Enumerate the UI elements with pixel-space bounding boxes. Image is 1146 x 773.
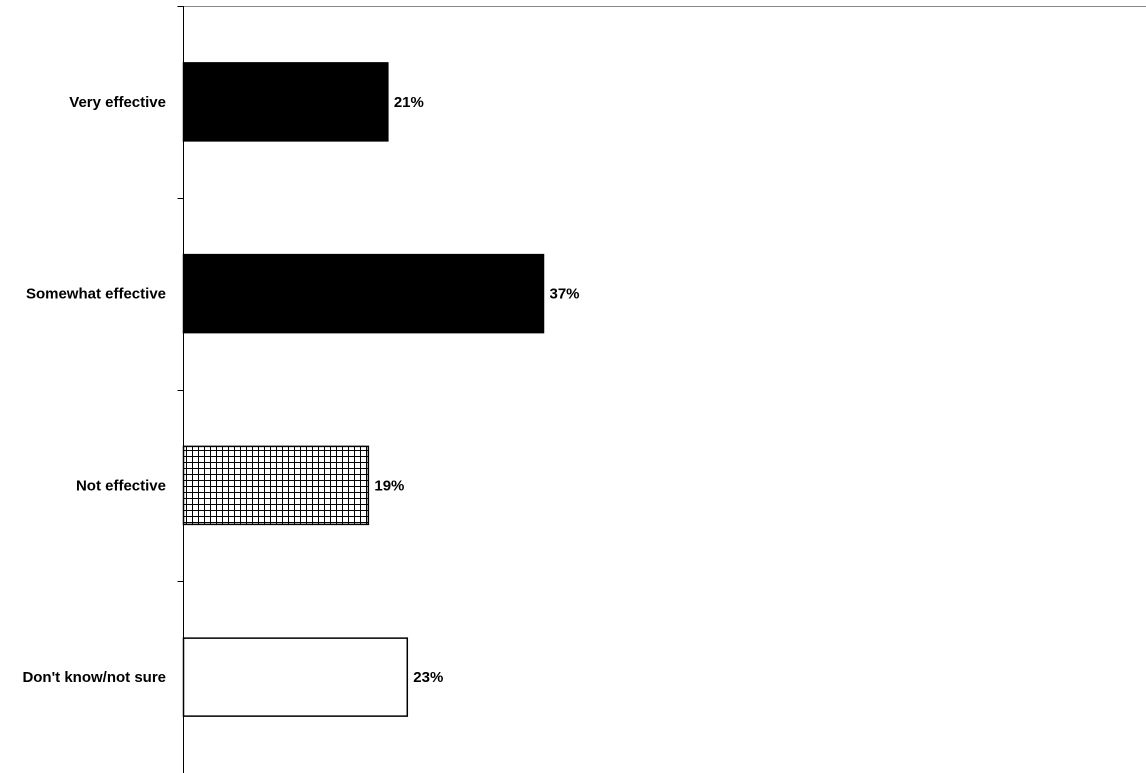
data-label: 23% [413,669,443,686]
bar [182,445,370,526]
bar [182,253,545,334]
bar [182,637,409,717]
category-label: Very effective [69,94,166,111]
data-label: 37% [550,286,580,303]
category-label: Somewhat effective [26,286,166,303]
category-label: Not effective [76,477,166,494]
data-label: 21% [394,94,424,111]
data-label: 19% [374,477,404,494]
category-label: Don't know/not sure [22,669,166,686]
bar [182,62,389,142]
